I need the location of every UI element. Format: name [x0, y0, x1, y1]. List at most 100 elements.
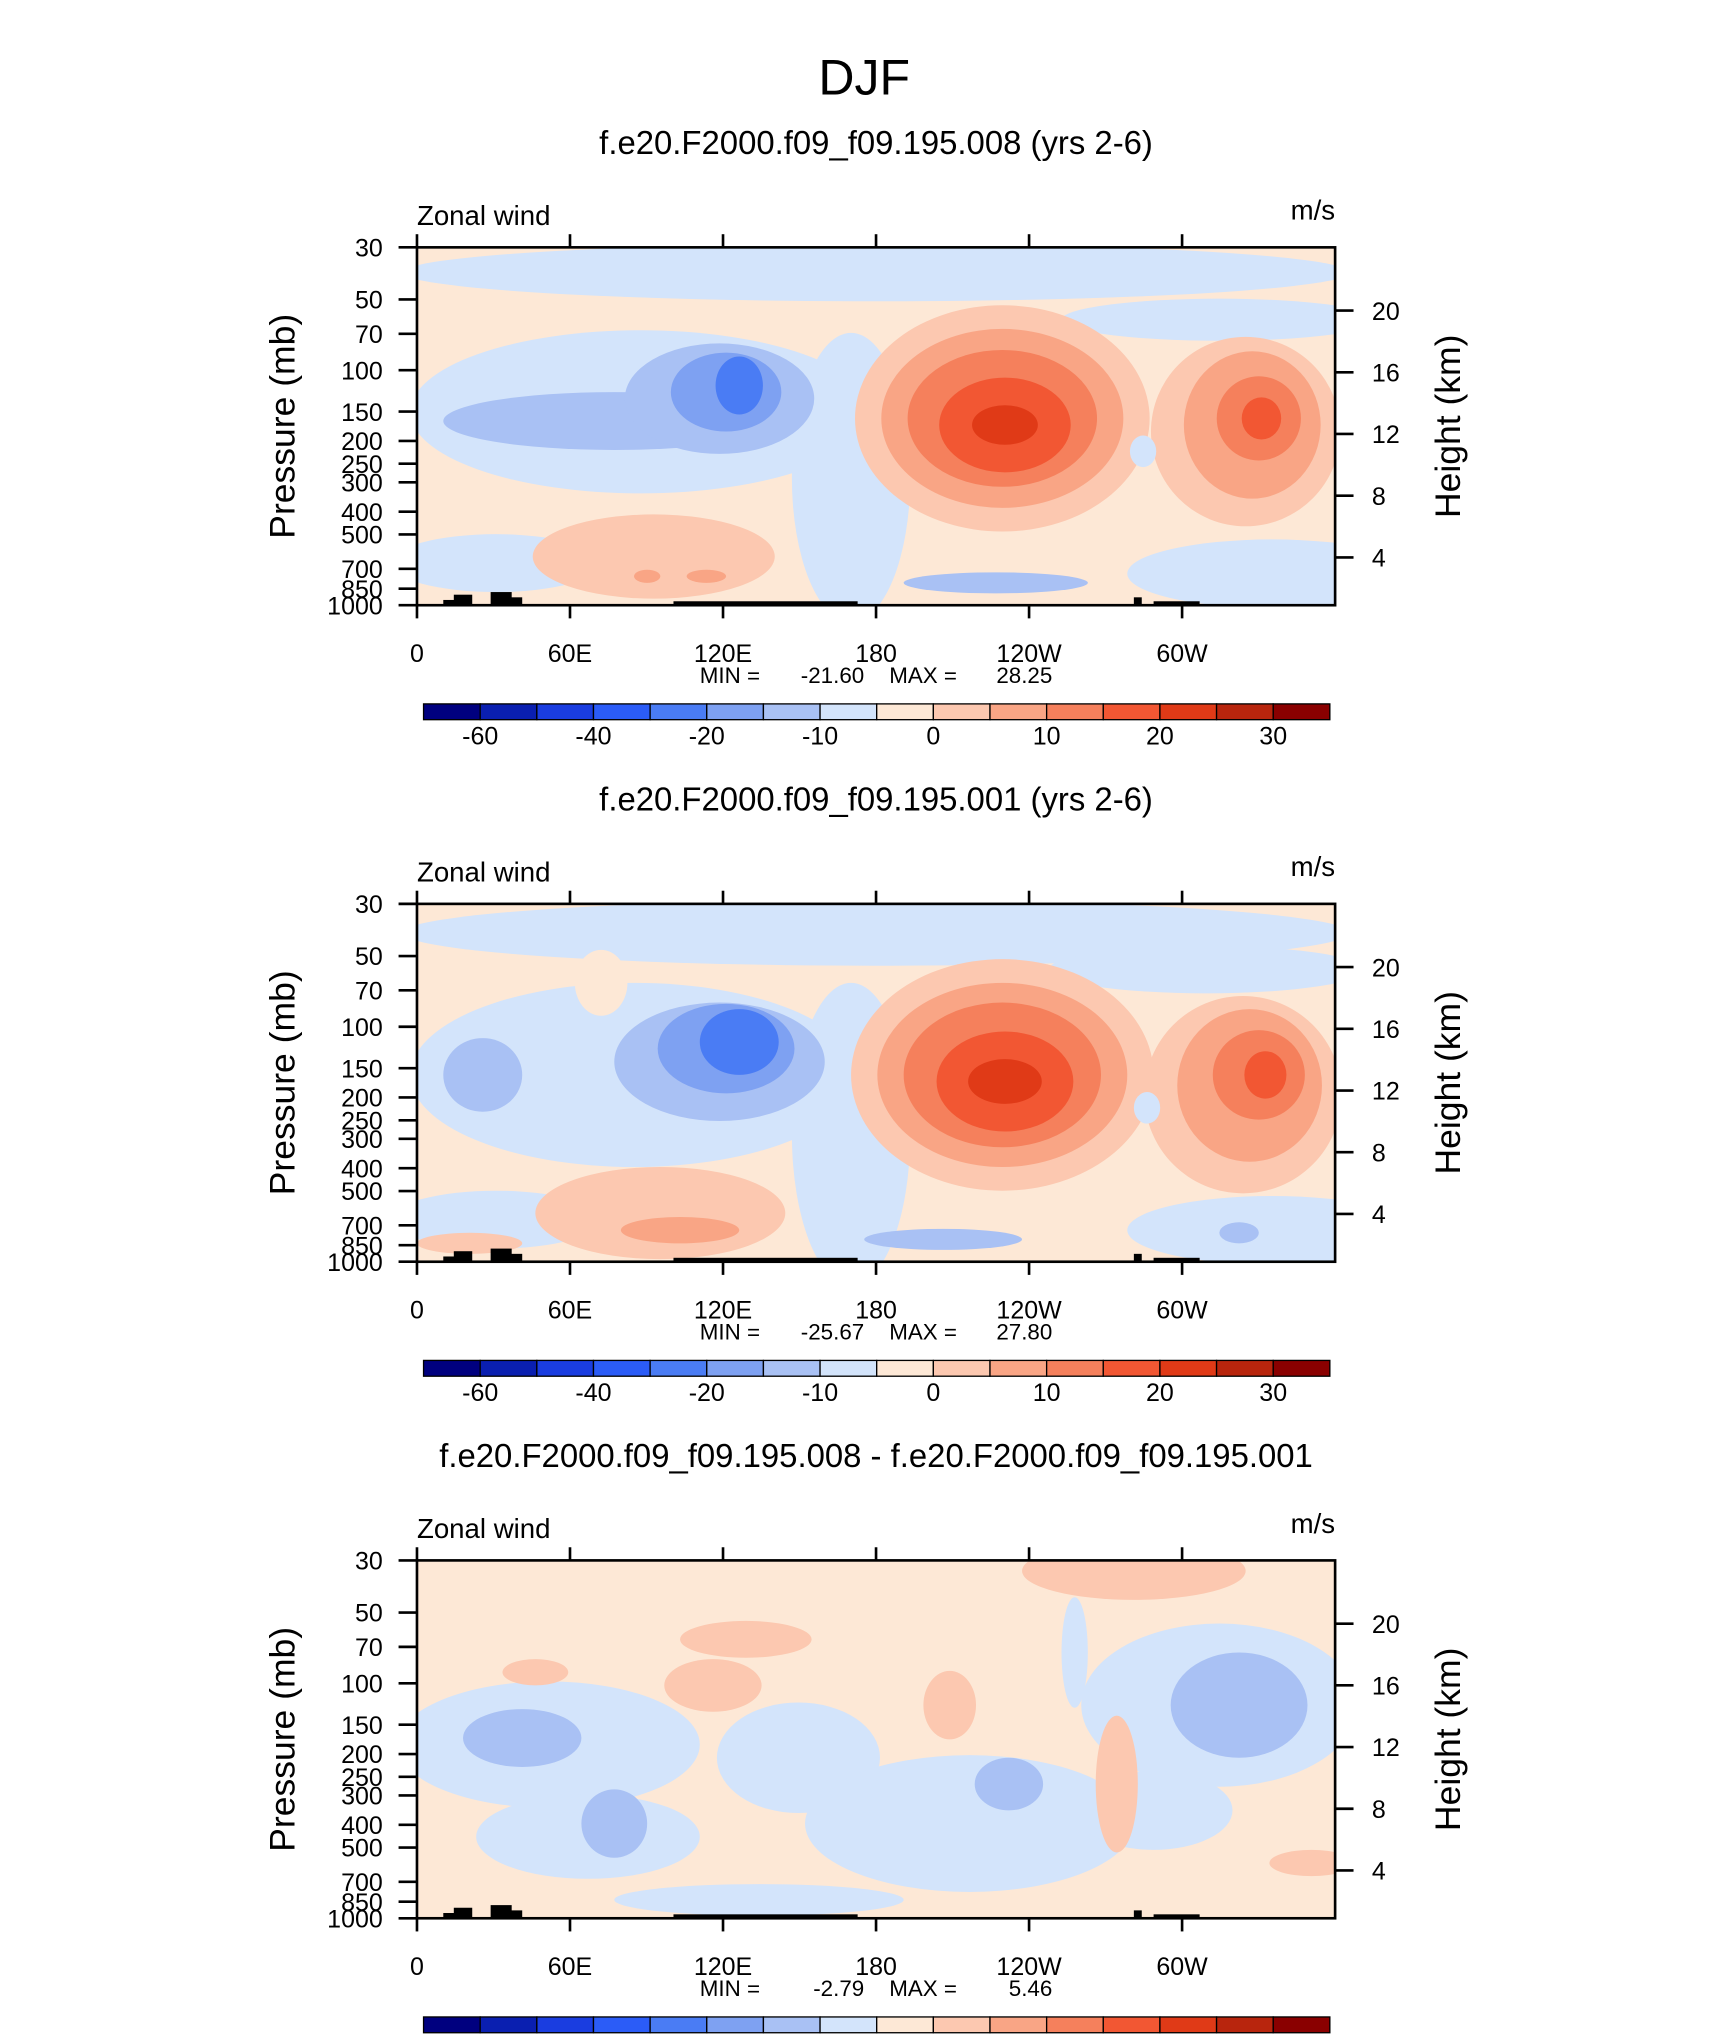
colorbar-label: -20	[689, 723, 725, 751]
colorbar-box	[762, 1359, 821, 1377]
colorbar-label: 30	[1259, 723, 1287, 751]
colorbar-label: 20	[1146, 1379, 1174, 1407]
topography	[506, 1253, 523, 1262]
contour-region	[664, 1659, 762, 1712]
colorbar-box	[932, 1359, 991, 1377]
y-tick-label: 400	[341, 1155, 383, 1183]
colorbar-label: 1	[926, 2036, 940, 2038]
figure-title: DJF	[818, 50, 910, 106]
panel: f.e20.F2000.f09_f09.195.008 (yrs 2-6) Zon…	[263, 124, 1468, 751]
x-tick-label: 120W	[996, 1296, 1062, 1324]
y-tick-label: 150	[341, 399, 383, 427]
x-tick-label: 0	[410, 1296, 424, 1324]
colorbar-label: -12	[575, 2036, 611, 2038]
contour-region	[581, 1789, 648, 1858]
left-string: Zonal wind	[417, 1513, 551, 1544]
colorbar-label: 12	[1146, 2036, 1174, 2038]
panel: f.e20.F2000.f09_f09.195.001 (yrs 2-6) Zon…	[263, 780, 1468, 1407]
stats-label: MIN =	[700, 1319, 760, 1344]
y-tick-label: 70	[355, 978, 383, 1006]
colorbar-box	[1272, 2016, 1331, 2034]
y-tick-label: 50	[355, 943, 383, 971]
colorbar-label: -1	[809, 2036, 831, 2038]
panel-title: f.e20.F2000.f09_f09.195.001 (yrs 2-6)	[599, 780, 1153, 817]
y2-tick-label: 20	[1372, 1611, 1400, 1639]
contour-region	[1095, 1715, 1138, 1853]
contour-region	[614, 1884, 904, 1916]
colorbar-label: 15	[1203, 2036, 1231, 2038]
left-string: Zonal wind	[417, 857, 551, 888]
topography	[673, 601, 858, 606]
contour-region	[1241, 397, 1282, 440]
y2-tick-label: 4	[1372, 1858, 1386, 1886]
stats-label: MIN =	[700, 1976, 760, 2001]
y-tick-label: 150	[341, 1712, 383, 1740]
y2-tick-label: 20	[1372, 298, 1400, 326]
colorbar-label: 0	[926, 1379, 940, 1407]
topography	[453, 1251, 473, 1262]
y-axis-label: Pressure (mb)	[263, 970, 303, 1195]
colorbar-box	[592, 703, 651, 721]
y2-tick-label: 16	[1372, 1673, 1400, 1701]
colorbar-box	[536, 2016, 595, 2034]
colorbar-box	[1272, 1359, 1331, 1377]
colorbar-box	[989, 1359, 1048, 1377]
colorbar-box	[649, 2016, 708, 2034]
y2-tick-label: 4	[1372, 545, 1386, 573]
colorbar-label: -15	[519, 2036, 555, 2038]
colorbar-box	[1215, 2016, 1274, 2034]
y-axis-label: Pressure (mb)	[263, 314, 303, 539]
colorbar-box	[1215, 703, 1274, 721]
y-tick-label: 70	[355, 321, 383, 349]
field	[416, 1560, 1336, 1919]
y2-tick-label: 16	[1372, 360, 1400, 388]
colorbar-box	[479, 703, 538, 721]
y-tick-label: 150	[341, 1055, 383, 1083]
contour-region	[715, 356, 763, 415]
x-tick-label: 60W	[1156, 640, 1208, 668]
colorbar-box	[1102, 1359, 1161, 1377]
contour-region	[463, 1709, 582, 1767]
colorbar-box	[876, 1359, 935, 1377]
contour-region	[1129, 435, 1157, 468]
x-tick-label: 120E	[694, 640, 752, 668]
stats-value: -2.79	[813, 1976, 864, 2001]
y2-tick-label: 8	[1372, 483, 1386, 511]
colorbar-box	[649, 703, 708, 721]
stats-value: 27.80	[996, 1319, 1052, 1344]
colorbar-box	[706, 1359, 765, 1377]
stats-value: -25.67	[801, 1319, 864, 1344]
colorbar-box	[649, 1359, 708, 1377]
topography	[1153, 1257, 1200, 1262]
x-tick-label: 120E	[694, 1953, 752, 1981]
y-tick-label: 300	[341, 470, 383, 498]
colorbar-label: -40	[575, 1379, 611, 1407]
contour-region	[1061, 1597, 1088, 1708]
colorbar-label: 0	[926, 723, 940, 751]
colorbar-box	[762, 2016, 821, 2034]
x-tick-label: 0	[410, 1953, 424, 1981]
colorbar-box	[1045, 2016, 1104, 2034]
y-tick-label: 200	[341, 428, 383, 456]
x-tick-label: 60E	[548, 1953, 592, 1981]
x-tick-label: 60E	[548, 1296, 592, 1324]
contour-region	[1244, 1051, 1287, 1099]
colorbar-box	[762, 703, 821, 721]
contour-region	[1269, 1849, 1336, 1877]
y2-tick-label: 12	[1372, 1078, 1400, 1106]
topography	[1153, 601, 1200, 606]
y-tick-label: 30	[355, 235, 383, 263]
x-tick-label: 0	[410, 640, 424, 668]
left-string: Zonal wind	[417, 200, 551, 231]
colorbar-box	[819, 2016, 878, 2034]
y-tick-label: 50	[355, 1600, 383, 1628]
y-tick-label: 100	[341, 1014, 383, 1042]
colorbar-label: 9	[1096, 2036, 1110, 2038]
panel-title: f.e20.F2000.f09_f09.195.008 - f.e20.F200…	[439, 1437, 1313, 1474]
colorbar-label: -40	[575, 723, 611, 751]
colorbar-box	[706, 2016, 765, 2034]
colorbar-box	[536, 1359, 595, 1377]
colorbar-box	[1159, 703, 1218, 721]
colorbar-label: 30	[1259, 1379, 1287, 1407]
colorbar-box	[1215, 1359, 1274, 1377]
